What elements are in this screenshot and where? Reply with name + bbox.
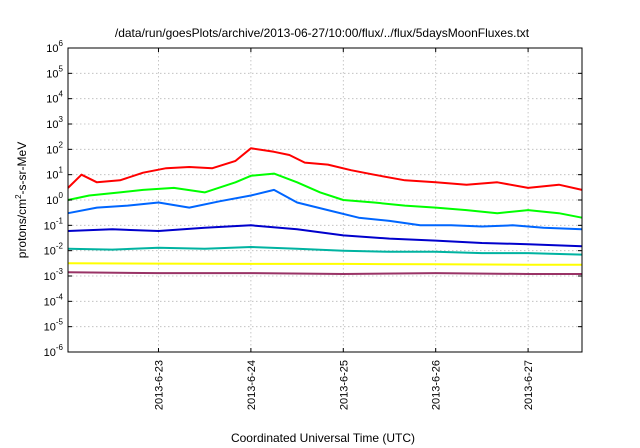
x-tick-label: 2013-6-25 (338, 360, 350, 410)
series-line-5 (67, 246, 583, 256)
y-tick-label: 103 (46, 115, 63, 131)
x-tick-label: 2013-6-24 (246, 360, 258, 410)
x-tick-label: 2013-6-26 (431, 360, 443, 410)
series-line-2 (67, 172, 583, 219)
series-line-6 (67, 262, 582, 266)
y-tick-label: 10-1 (44, 216, 64, 232)
y-tick-label: 102 (46, 140, 63, 156)
y-tick-label: 10-6 (44, 343, 64, 359)
series-line-4 (67, 224, 583, 248)
series-layer (67, 147, 583, 275)
series-line-1 (67, 147, 583, 191)
y-tick-label: 100 (46, 191, 63, 207)
chart-title: /data/run/goesPlots/archive/2013-06-27/1… (115, 26, 530, 40)
y-tick-label: 10-2 (44, 242, 64, 258)
y-axis-label: protons/cm2-s-sr-MeV (14, 142, 29, 258)
y-tick-label: 10-4 (44, 292, 64, 308)
y-tick-label: 105 (46, 64, 63, 80)
y-axis: 10-6 10-5 10-4 10-3 10-2 10-1 100 101 102 103 104 1… (44, 39, 582, 359)
x-axis-label: Coordinated Universal Time (UTC) (231, 431, 415, 445)
y-tick-label: 10-3 (44, 267, 64, 283)
y-tick-label: 106 (46, 39, 63, 55)
series-line-7 (67, 271, 582, 275)
y-tick-label: 101 (46, 166, 63, 182)
y-tick-label: 10-5 (44, 318, 64, 334)
x-axis: 2013-6-23 2013-6-24 2013-6-25 2013-6-26 2013… (153, 48, 535, 410)
grid (68, 48, 582, 352)
x-tick-label: 2013-6-27 (523, 360, 535, 410)
x-tick-label: 2013-6-23 (153, 360, 165, 410)
y-tick-label: 104 (46, 90, 63, 106)
series-line-3 (67, 188, 583, 231)
